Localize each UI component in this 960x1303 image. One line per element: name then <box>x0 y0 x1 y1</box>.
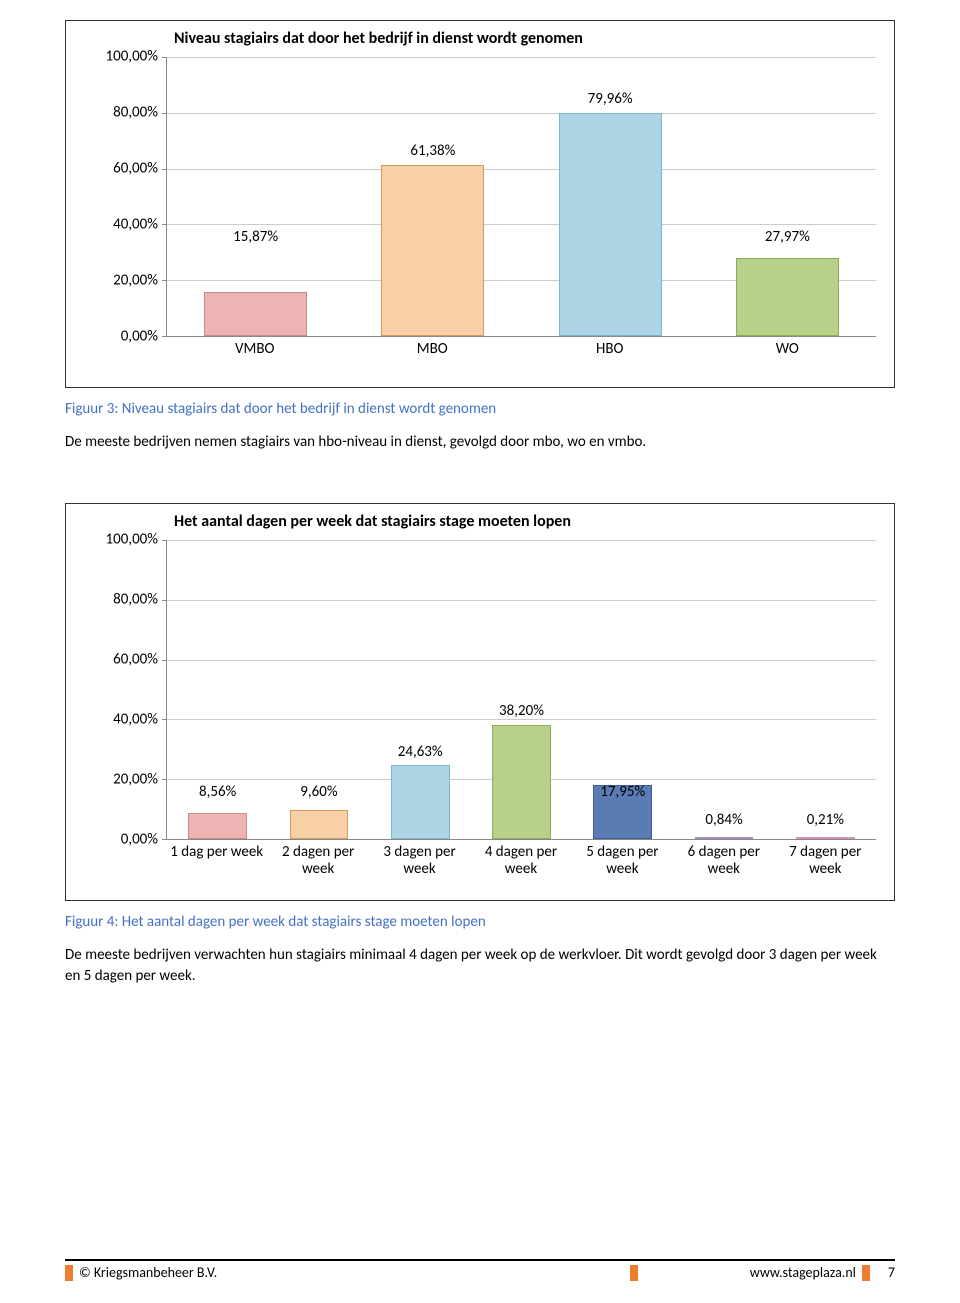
chart2-x-label: 7 dagen per week <box>775 840 876 878</box>
footer-accent-right <box>862 1265 870 1281</box>
chart2-y-label: 20,00% <box>113 773 166 788</box>
chart1-x-labels: VMBOMBOHBOWO <box>166 337 876 375</box>
chart1-x-label: MBO <box>344 337 522 375</box>
chart1-container: Niveau stagiairs dat door het bedrijf in… <box>65 20 895 388</box>
chart2-y-label: 80,00% <box>113 593 166 608</box>
chart1-y-label: 60,00% <box>113 162 166 177</box>
chart1-y-label: 20,00% <box>113 274 166 289</box>
chart1-bars: 15,87% 61,38% 79,96% 27,97% <box>167 57 876 336</box>
chart2-container: Het aantal dagen per week dat stagiairs … <box>65 503 895 901</box>
footer-right: www.stageplaza.nl 7 <box>750 1264 895 1281</box>
chart2-bar-slot: 8,56% <box>167 540 268 839</box>
chart2-bar-value: 24,63% <box>398 743 443 761</box>
chart2-bar-value: 0,21% <box>807 811 844 829</box>
chart2-bar <box>391 765 450 839</box>
chart2-y-label: 0,00% <box>121 833 166 848</box>
chart2-x-labels: 1 dag per week2 dagen per week3 dagen pe… <box>166 840 876 878</box>
chart2-bar <box>188 813 247 839</box>
chart2-y-label: 60,00% <box>113 653 166 668</box>
chart2-bar-slot: 38,20% <box>471 540 572 839</box>
chart2-x-label: 4 dagen per week <box>470 840 571 878</box>
chart2-bar-value: 9,60% <box>300 783 337 801</box>
chart1-bar-slot: 27,97% <box>699 57 876 336</box>
footer-url: www.stageplaza.nl <box>750 1264 856 1281</box>
chart2-bar-slot: 17,95% <box>572 540 673 839</box>
chart2-bar <box>492 725 551 839</box>
chart1-plot: 15,87% 61,38% 79,96% 27,97% <box>166 57 876 337</box>
chart1-y-label: 100,00% <box>106 50 166 65</box>
chart1-bar-slot: 79,96% <box>522 57 699 336</box>
chart2-bars: 8,56% 9,60% 24,63% 38,20% 17,95% 0,84% 0,21% <box>167 540 876 839</box>
chart2-y-axis: 100,00%80,00%60,00%40,00%20,00%0,00% <box>74 540 166 840</box>
footer-mid <box>630 1265 750 1281</box>
chart2-x-label: 2 dagen per week <box>267 840 368 878</box>
chart2-bar-value: 17,95% <box>600 783 645 801</box>
footer-left: © Kriegsmanbeheer B.V. <box>65 1264 630 1281</box>
chart1-bar <box>204 292 307 336</box>
chart2-bar <box>290 810 349 839</box>
footer-copyright: © Kriegsmanbeheer B.V. <box>79 1264 217 1281</box>
chart1-y-label: 40,00% <box>113 218 166 233</box>
chart2-bar <box>695 837 754 840</box>
chart2-bar-slot: 0,21% <box>775 540 876 839</box>
chart1-y-label: 80,00% <box>113 106 166 121</box>
chart2-x-label: 5 dagen per week <box>572 840 673 878</box>
chart2-bar <box>796 837 855 839</box>
chart1-bar <box>736 258 839 336</box>
chart1-x-label: VMBO <box>166 337 344 375</box>
page-footer: © Kriegsmanbeheer B.V. www.stageplaza.nl… <box>65 1259 895 1281</box>
chart1-x-label: WO <box>699 337 877 375</box>
chart2-area: Het aantal dagen per week dat stagiairs … <box>74 512 886 892</box>
chart1-bar-value: 61,38% <box>410 142 455 160</box>
chart1-bar-value: 27,97% <box>765 228 810 246</box>
chart2-bar-slot: 24,63% <box>370 540 471 839</box>
chart2-bar-slot: 0,84% <box>673 540 774 839</box>
footer-page-number: 7 <box>888 1264 895 1281</box>
chart1-bar-slot: 61,38% <box>344 57 521 336</box>
chart1-bar-slot: 15,87% <box>167 57 344 336</box>
chart2-bar-value: 38,20% <box>499 702 544 720</box>
chart1-y-axis: 100,00%80,00%60,00%40,00%20,00%0,00% <box>74 57 166 337</box>
chart2-bar-value: 0,84% <box>705 811 742 829</box>
footer-accent-mid <box>630 1265 638 1281</box>
chart2-y-label: 100,00% <box>106 533 166 548</box>
figure3-caption: Figuur 3: Niveau stagiairs dat door het … <box>65 400 895 418</box>
chart2-x-label: 1 dag per week <box>166 840 267 878</box>
footer-accent-left <box>65 1265 73 1281</box>
chart2-x-label: 6 dagen per week <box>673 840 774 878</box>
chart1-y-label: 0,00% <box>121 330 166 345</box>
chart1-bar <box>559 113 662 336</box>
chart2-x-label: 3 dagen per week <box>369 840 470 878</box>
chart1-bar-value: 15,87% <box>233 228 278 246</box>
text-after-figure4: De meeste bedrijven verwachten hun stagi… <box>65 945 895 987</box>
chart2-y-label: 40,00% <box>113 713 166 728</box>
figure4-caption: Figuur 4: Het aantal dagen per week dat … <box>65 913 895 931</box>
chart2-plot: 8,56% 9,60% 24,63% 38,20% 17,95% 0,84% 0,21% <box>166 540 876 840</box>
chart1-title: Niveau stagiairs dat door het bedrijf in… <box>74 29 886 48</box>
chart1-area: Niveau stagiairs dat door het bedrijf in… <box>74 29 886 379</box>
text-after-figure3: De meeste bedrijven nemen stagiairs van … <box>65 432 895 453</box>
chart2-bar-value: 8,56% <box>199 783 236 801</box>
chart2-bar-slot: 9,60% <box>268 540 369 839</box>
chart1-bar <box>381 165 484 336</box>
chart2-title: Het aantal dagen per week dat stagiairs … <box>74 512 886 531</box>
chart1-x-label: HBO <box>521 337 699 375</box>
chart1-bar-value: 79,96% <box>588 90 633 108</box>
